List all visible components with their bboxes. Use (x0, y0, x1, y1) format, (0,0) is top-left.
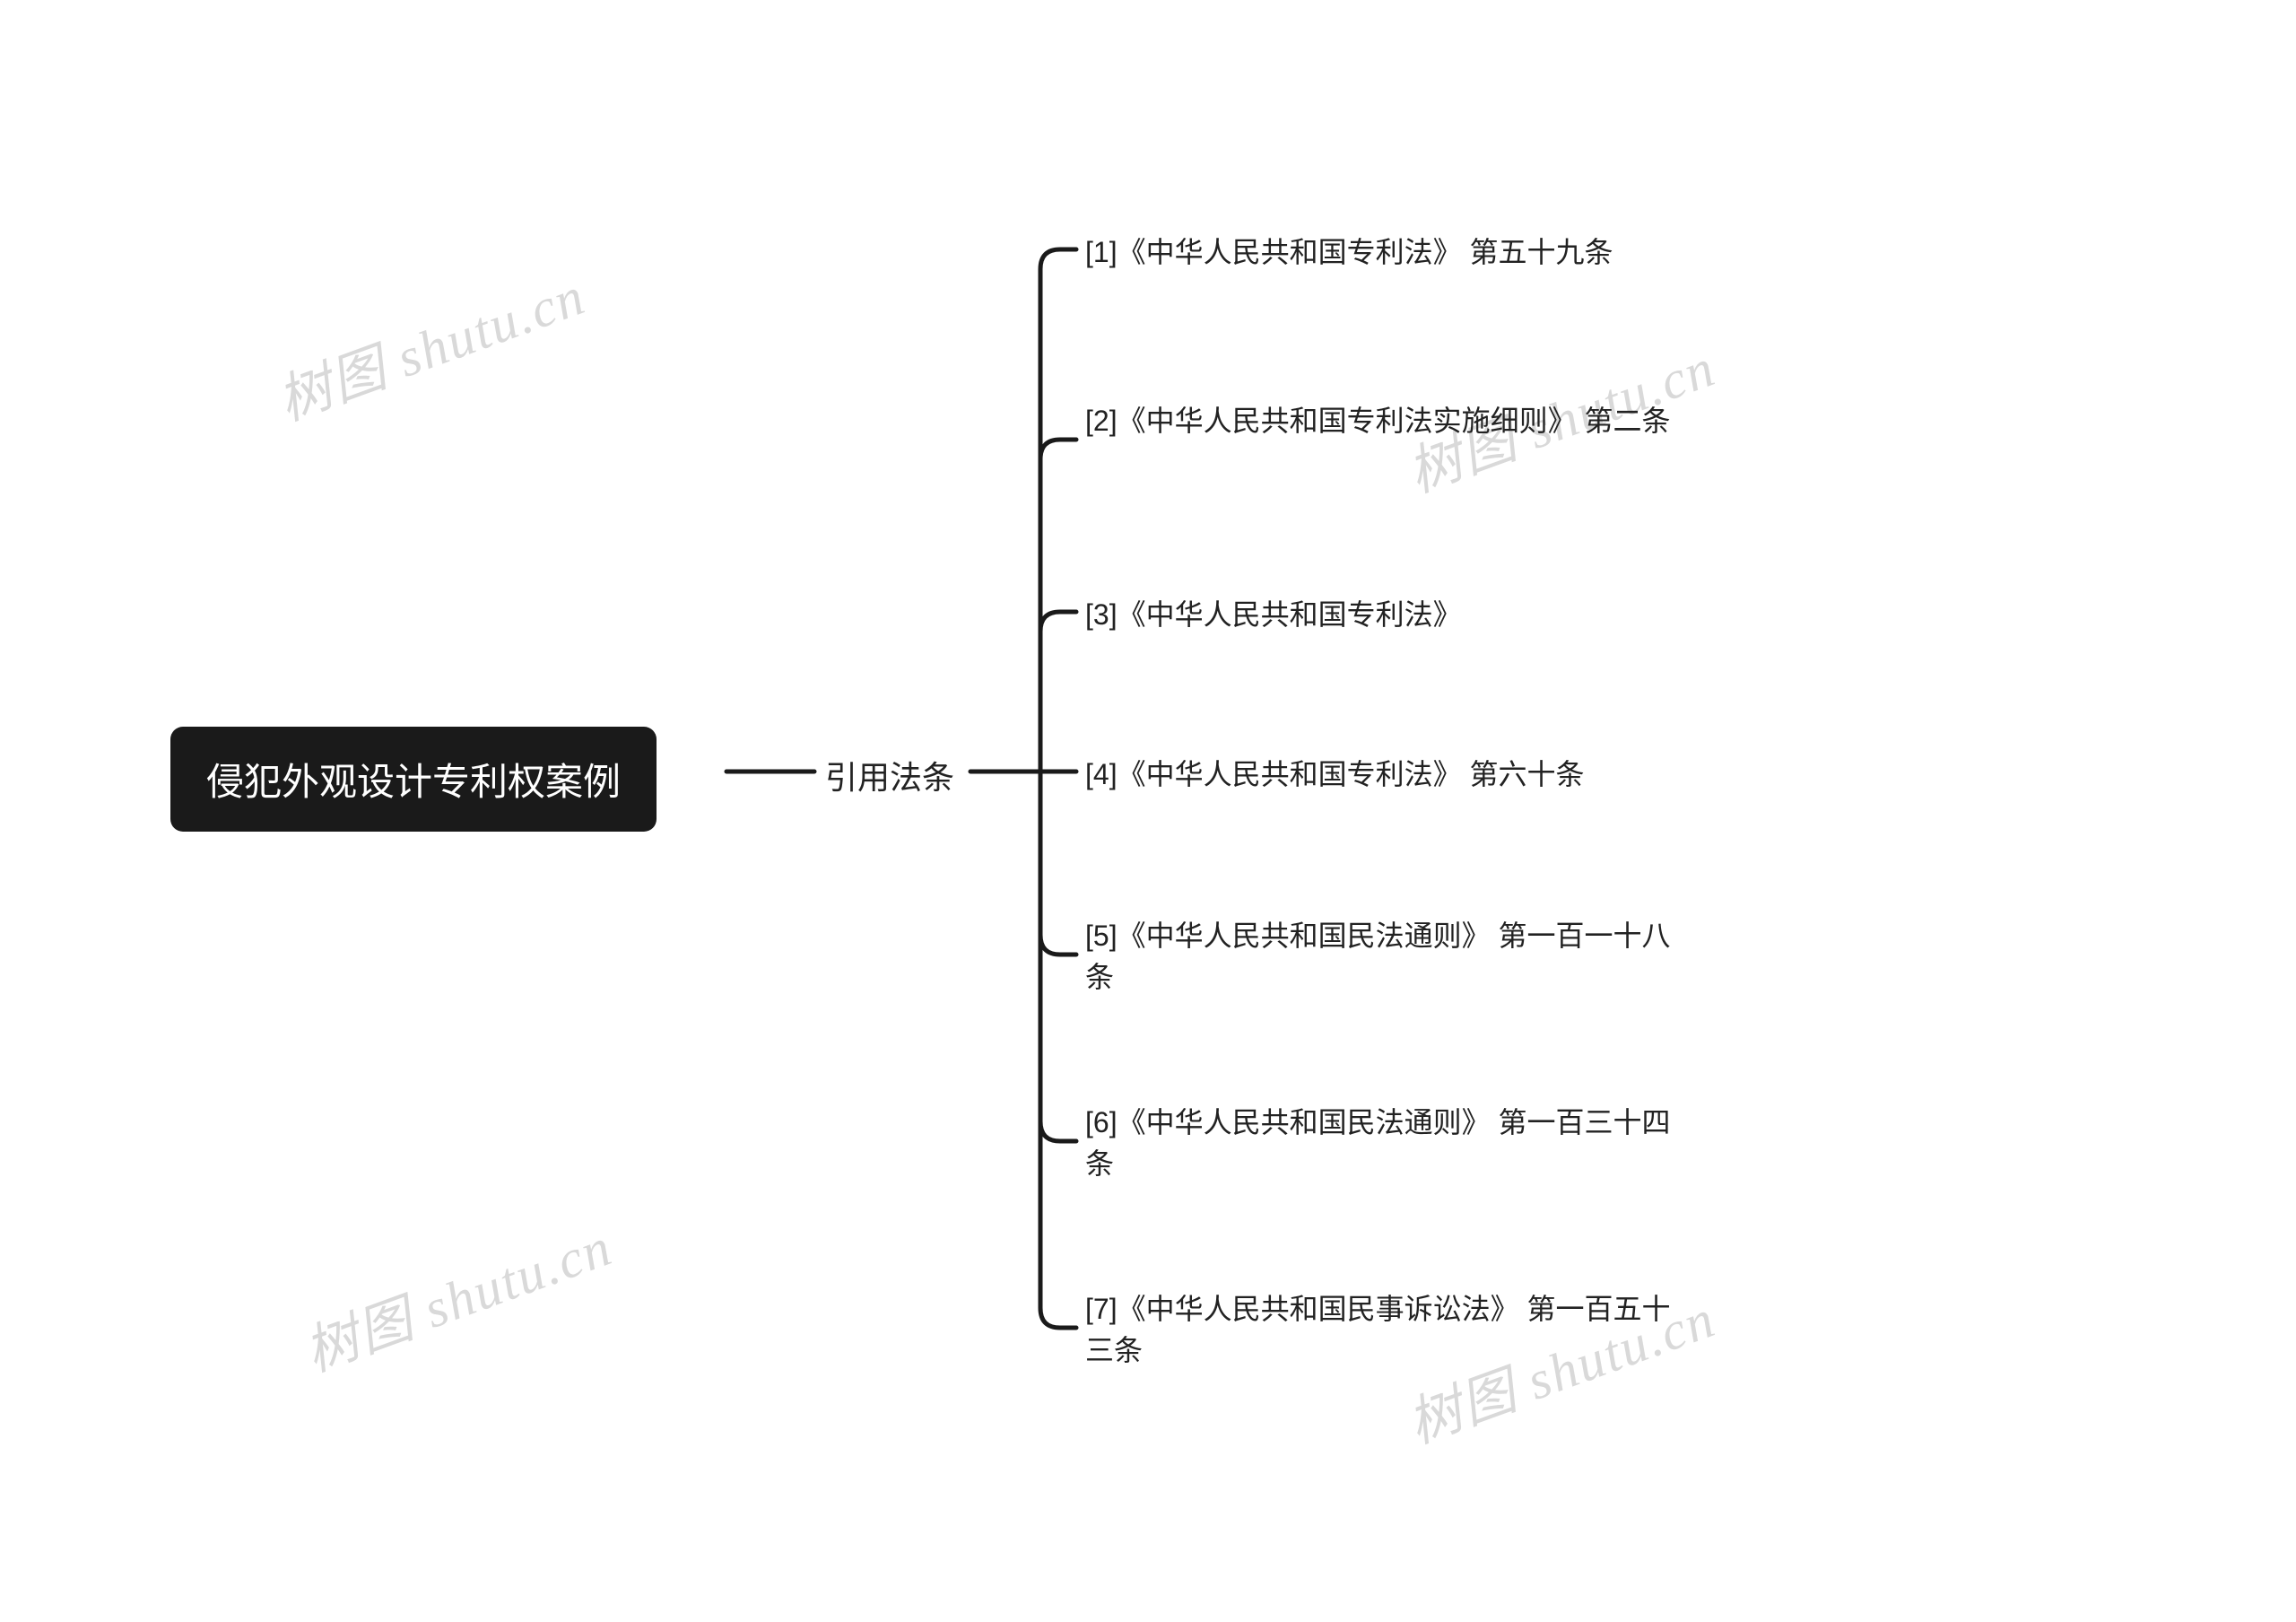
branch-node[interactable]: 引用法条 (825, 752, 954, 798)
root-node[interactable]: 侵犯外观设计专利权案例 (170, 727, 657, 832)
mindmap-canvas: 树图 shutu.cn 树图 shutu.cn 树图 shutu.cn 树图 s… (0, 0, 2296, 1622)
watermark: 树图 shutu.cn (292, 1203, 622, 1386)
leaf-node[interactable]: [2]《中华人民共和国专利法实施细则》 第二条 (1085, 400, 1670, 441)
leaf-node[interactable]: [5]《中华人民共和国民法通则》 第一百一十八条 (1085, 915, 1695, 998)
leaf-node[interactable]: [1]《中华人民共和国专利法》 第五十九条 (1085, 231, 1613, 273)
leaf-node[interactable]: [4]《中华人民共和国专利法》 第六十条 (1085, 754, 1584, 795)
leaf-node[interactable]: [7]《中华人民共和国民事诉讼法》 第一百五十三条 (1085, 1288, 1695, 1372)
leaf-node[interactable]: [3]《中华人民共和国专利法》 (1085, 594, 1462, 635)
leaf-node[interactable]: [6]《中华人民共和国民法通则》 第一百三十四条 (1085, 1102, 1695, 1185)
watermark: 树图 shutu.cn (265, 252, 595, 435)
